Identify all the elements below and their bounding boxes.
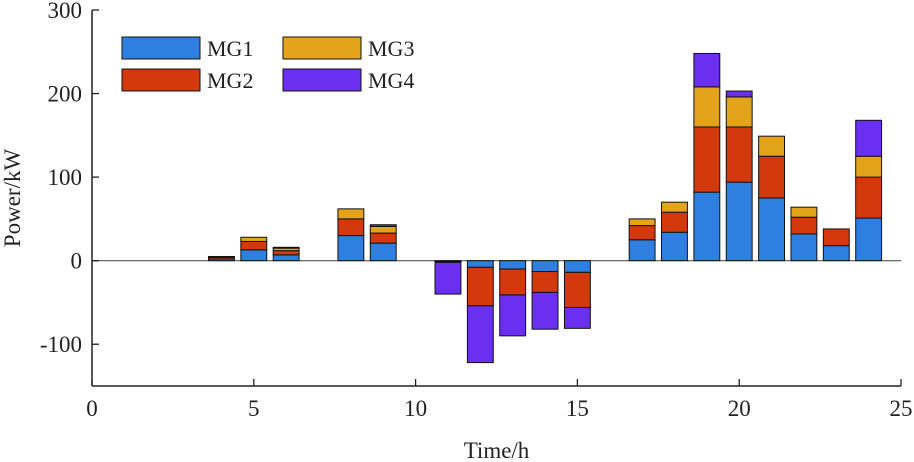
bar-mg1-t5 (240, 249, 268, 262)
bar-mg2-t14 (531, 271, 559, 293)
bar-mg2-t12 (466, 266, 494, 307)
x-tick-label: 20 (728, 396, 751, 421)
bar-mg3-t19 (693, 86, 721, 128)
bar-mg2-t19 (693, 126, 721, 193)
bar-mg3-t18 (661, 201, 688, 213)
bar-mg4-t11 (434, 261, 462, 295)
bar-mg1-t17 (628, 239, 656, 262)
bar-mg3-t5 (240, 236, 268, 242)
bar-mg3-t21 (758, 135, 786, 157)
bar-mg4-t19 (693, 52, 721, 88)
x-tick-label: 25 (890, 396, 913, 421)
bar-mg1-t18 (661, 231, 688, 262)
bar-mg3-t22 (790, 206, 818, 218)
bar-mg1-t23 (822, 245, 850, 262)
bar-stacks (207, 52, 883, 364)
legend-label-mg3: MG3 (368, 36, 414, 61)
x-ticks: 0 5 10 15 20 25 (86, 379, 913, 421)
bar-mg1-t9 (369, 242, 397, 262)
y-tick-label: 200 (48, 82, 83, 107)
bar-mg4-t20 (725, 90, 753, 98)
bar-mg2-t5 (240, 240, 268, 251)
bar-mg4-t4 (207, 255, 235, 258)
legend: MG1 MG3 MG2 MG4 (121, 36, 414, 93)
bar-mg2-t8 (337, 218, 365, 237)
y-tick-label: 0 (71, 249, 83, 274)
bar-mg2-t23 (822, 228, 850, 247)
legend-swatch-mg2 (121, 68, 201, 92)
bar-mg3-t9 (369, 225, 397, 234)
bar-mg4-t9 (369, 224, 397, 227)
bar-mg1-t20 (725, 181, 753, 262)
legend-swatch-mg1 (121, 36, 201, 60)
bar-mg1-t21 (758, 197, 786, 262)
legend-label-mg4: MG4 (368, 68, 414, 93)
bar-mg2-t13 (499, 268, 527, 296)
legend-label-mg1: MG1 (207, 36, 253, 61)
bar-mg1-t19 (693, 191, 721, 262)
bar-mg2-t18 (661, 211, 688, 233)
x-tick-label: 0 (86, 396, 98, 421)
bar-mg1-t22 (790, 233, 818, 262)
bar-mg4-t12 (466, 305, 494, 364)
bar-mg4-t15 (563, 306, 591, 329)
bar-mg1-t24 (855, 217, 883, 262)
bar-mg4-t24 (855, 119, 883, 157)
x-tick-label: 15 (566, 396, 589, 421)
bar-mg2-t24 (855, 176, 883, 219)
y-tick-label: 100 (48, 165, 83, 190)
bar-mg4-t14 (531, 291, 559, 330)
bar-mg1-t15 (563, 260, 591, 273)
bar-mg2-t15 (563, 271, 591, 308)
bar-mg3-t17 (628, 218, 656, 227)
bar-mg1-t6 (272, 254, 300, 262)
bar-mg2-t21 (758, 155, 786, 199)
bar-mg3-t24 (855, 155, 883, 178)
y-tick-label: -100 (40, 332, 82, 357)
y-axis-title: Power/kW (0, 149, 25, 248)
legend-label-mg2: MG2 (207, 68, 253, 93)
legend-swatch-mg4 (282, 68, 362, 92)
bar-mg4-t13 (499, 294, 527, 337)
bar-mg4-t6 (272, 246, 300, 249)
bar-mg2-t9 (369, 232, 397, 244)
bar-mg1-t14 (531, 260, 559, 273)
bar-mg2-t22 (790, 216, 818, 235)
x-axis-title: Time/h (464, 438, 530, 462)
bar-mg1-t8 (337, 235, 365, 262)
bar-mg1-t13 (499, 260, 527, 270)
legend-swatch-mg3 (282, 36, 362, 60)
x-tick-label: 10 (404, 396, 427, 421)
axes (91, 10, 901, 387)
bar-mg1-t12 (466, 260, 494, 268)
bar-mg3-t20 (725, 96, 753, 128)
bar-mg2-t17 (628, 225, 656, 241)
bar-mg2-t20 (725, 126, 753, 183)
y-tick-label: 300 (48, 0, 83, 23)
y-ticks: -100 0 100 200 300 (40, 0, 99, 357)
bar-mg3-t8 (337, 208, 365, 220)
x-tick-label: 5 (248, 396, 260, 421)
bar-mg2-t6 (272, 250, 300, 256)
